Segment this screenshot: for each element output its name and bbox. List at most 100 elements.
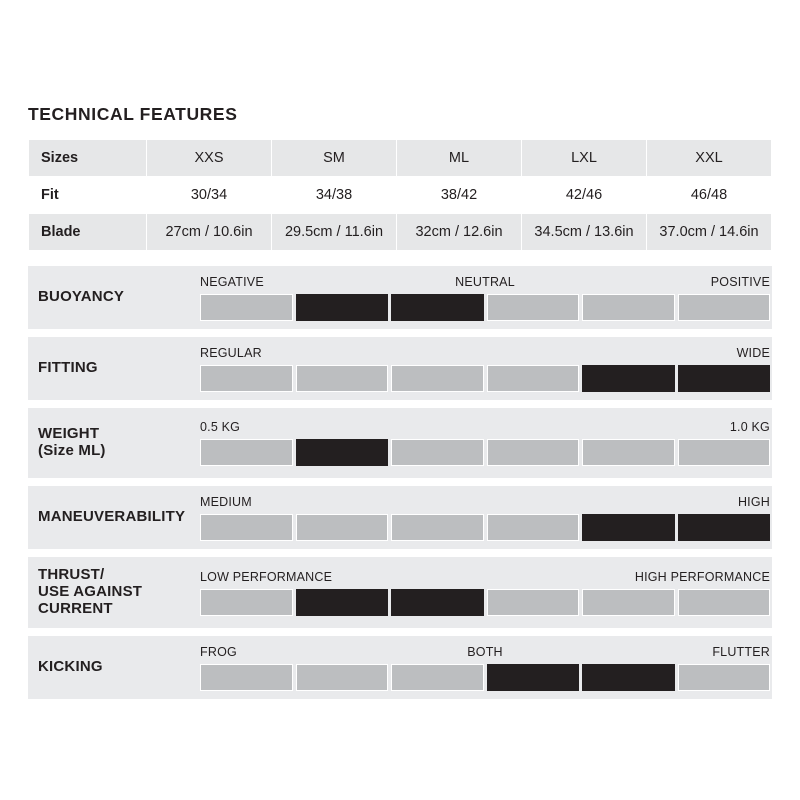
feature-scale-body: REGULAR WIDE [200, 337, 772, 400]
scale-bar [200, 663, 770, 691]
scale-segment-empty [200, 663, 293, 691]
feature-scale-label-line: FITTING [38, 359, 98, 377]
scale-segment-empty [295, 364, 388, 392]
feature-scale-label: FITTING [28, 337, 200, 400]
scale-segment-filled [486, 663, 579, 691]
scale-bar [200, 439, 770, 466]
feature-scale-row: FITTING REGULAR WIDE [28, 337, 772, 400]
feature-scale-label: WEIGHT (Size ML) [28, 408, 200, 478]
feature-scale-body: FROG BOTH FLUTTER [200, 636, 772, 699]
scale-segment-empty [200, 293, 293, 321]
page-title: TECHNICAL FEATURES [28, 104, 238, 124]
scale-segment-filled [582, 663, 675, 691]
table-cell: LXL [521, 139, 647, 177]
scale-segment-filled [391, 293, 484, 321]
feature-scale-label: MANEUVERABILITY [28, 486, 200, 549]
feature-scale-label-line: CURRENT [38, 599, 113, 617]
scale-caption: HIGH [737, 494, 770, 509]
feature-scale-body: 0.5 KG 1.0 KG [200, 408, 772, 478]
scale-captions: REGULAR WIDE [200, 346, 770, 362]
scale-segment-empty [391, 364, 484, 392]
scale-segment-empty [582, 588, 675, 616]
table-row-header: Blade [28, 213, 147, 251]
feature-scale-body: NEGATIVE NEUTRAL POSITIVE [200, 266, 772, 329]
feature-scale-row: KICKING FROG BOTH FLUTTER [28, 636, 772, 699]
scale-captions: FROG BOTH FLUTTER [200, 645, 770, 661]
scale-segment-empty [677, 293, 770, 321]
scale-segment-empty [200, 364, 293, 392]
feature-scale-label: THRUST/USE AGAINST CURRENT [28, 557, 200, 628]
feature-scale-label: BUOYANCY [28, 266, 200, 329]
table-row: Fit 30/34 34/38 38/42 42/46 46/48 [28, 176, 772, 214]
scale-caption: WIDE [736, 345, 770, 360]
scale-segment-filled [677, 364, 770, 392]
table-cell: 38/42 [396, 176, 522, 214]
scale-caption: NEUTRAL [455, 274, 515, 289]
scale-segment-empty [486, 588, 579, 616]
scale-segment-empty [582, 439, 675, 466]
scale-caption: POSITIVE [710, 274, 770, 289]
table-cell: SM [271, 139, 397, 177]
scale-caption: FLUTTER [712, 644, 770, 659]
feature-scale-label-line: USE AGAINST [38, 583, 143, 601]
scale-caption: REGULAR [200, 345, 262, 360]
table-cell: 29.5cm / 11.6in [271, 213, 397, 251]
scale-segment-filled [677, 513, 770, 541]
size-table: Sizes XXS SM ML LXL XXL Fit 30/34 34/38 38/42 42/4… [28, 139, 772, 251]
feature-scale-label-line: THRUST/ [38, 566, 105, 584]
scale-bar [200, 588, 770, 616]
scale-caption: MEDIUM [200, 494, 252, 509]
scale-bar [200, 293, 770, 321]
scale-segment-filled [391, 588, 484, 616]
feature-scales: BUOYANCY NEGATIVE NEUTRAL POSITIVE FITTING RE… [28, 266, 772, 707]
scale-segment-empty [486, 513, 579, 541]
scale-segment-filled [582, 513, 675, 541]
scale-segment-empty [486, 293, 579, 321]
feature-scale-label-line: KICKING [38, 658, 103, 676]
scale-caption: HIGH PERFORMANCE [634, 569, 770, 584]
feature-scale-row: THRUST/USE AGAINST CURRENT LOW PERFORMANCE… [28, 557, 772, 628]
scale-caption: BOTH [467, 644, 503, 659]
feature-scale-row: WEIGHT (Size ML) 0.5 KG 1.0 KG [28, 408, 772, 478]
scale-segment-empty [200, 588, 293, 616]
table-cell: ML [396, 139, 522, 177]
scale-caption: 0.5 KG [200, 420, 241, 434]
feature-scale-label-line: WEIGHT [38, 425, 100, 443]
scale-segment-empty [677, 588, 770, 616]
scale-segment-empty [582, 293, 675, 321]
table-cell: 30/34 [146, 176, 272, 214]
table-cell: 27cm / 10.6in [146, 213, 272, 251]
feature-scale-body: MEDIUM HIGH [200, 486, 772, 549]
scale-caption: LOW PERFORMANCE [200, 569, 333, 584]
scale-segment-filled [295, 588, 388, 616]
scale-captions: MEDIUM HIGH [200, 495, 770, 511]
scale-captions: LOW PERFORMANCE HIGH PERFORMANCE [200, 570, 770, 586]
table-cell: XXL [646, 139, 772, 177]
scale-bar [200, 513, 770, 541]
scale-segment-filled [295, 293, 388, 321]
table-cell: 34.5cm / 13.6in [521, 213, 647, 251]
scale-segment-empty [295, 663, 388, 691]
feature-scale-label: KICKING [28, 636, 200, 699]
table-cell: 34/38 [271, 176, 397, 214]
feature-scale-row: MANEUVERABILITY MEDIUM HIGH [28, 486, 772, 549]
scale-segment-empty [295, 513, 388, 541]
table-cell: 37.0cm / 14.6in [646, 213, 772, 251]
scale-segment-empty [200, 513, 293, 541]
scale-segment-empty [200, 439, 293, 466]
feature-scale-label-line: (Size ML) [38, 442, 106, 459]
table-row: Sizes XXS SM ML LXL XXL [28, 139, 772, 177]
scale-segment-empty [486, 439, 579, 466]
feature-scale-row: BUOYANCY NEGATIVE NEUTRAL POSITIVE [28, 266, 772, 329]
size-table-body: Sizes XXS SM ML LXL XXL Fit 30/34 34/38 38/42 42/4… [28, 139, 772, 251]
table-cell: 32cm / 12.6in [396, 213, 522, 251]
scale-segment-filled [295, 439, 388, 466]
feature-scale-label-line: MANEUVERABILITY [38, 508, 186, 526]
scale-segment-filled [582, 364, 675, 392]
table-row-header: Fit [28, 176, 147, 214]
scale-segment-empty [677, 663, 770, 691]
feature-scale-label-line: BUOYANCY [38, 288, 125, 306]
table-cell: 46/48 [646, 176, 772, 214]
scale-captions: NEGATIVE NEUTRAL POSITIVE [200, 275, 770, 291]
